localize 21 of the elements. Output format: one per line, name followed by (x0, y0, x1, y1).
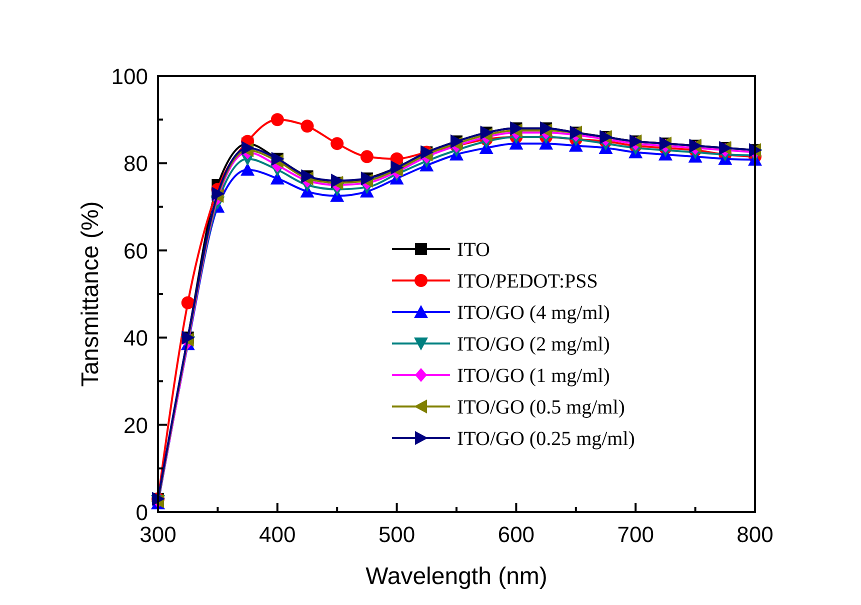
legend-label: ITO/GO (4 mg/ml) (457, 302, 610, 324)
y-tick-label: 20 (124, 412, 148, 438)
legend-label: ITO (457, 239, 490, 261)
x-tick-label: 400 (259, 522, 296, 547)
x-tick-label: 800 (736, 522, 774, 547)
y-tick-label: 0 (136, 500, 148, 525)
y-tick-label: 60 (124, 238, 148, 264)
y-tick-label: 40 (124, 326, 148, 351)
legend-label: ITO/GO (0.25 mg/ml) (457, 428, 635, 450)
x-axis-title: Wavelength (nm) (366, 563, 548, 590)
x-tick-label: 700 (617, 522, 654, 547)
x-tick-label: 500 (378, 522, 416, 547)
legend-label: ITO/GO (1 mg/ml) (457, 365, 610, 387)
legend-label: ITO/GO (2 mg/ml) (457, 334, 610, 356)
legend-label: ITO/GO (0.5 mg/ml) (457, 396, 625, 418)
x-tick-label: 300 (140, 522, 176, 547)
legend-label: ITO/PEDOT:PSS (457, 270, 598, 292)
y-tick-label: 80 (124, 151, 148, 176)
x-tick-label: 600 (498, 522, 535, 547)
y-tick-label: 100 (111, 64, 148, 89)
y-axis-title: Tansmittance (%) (77, 201, 104, 387)
